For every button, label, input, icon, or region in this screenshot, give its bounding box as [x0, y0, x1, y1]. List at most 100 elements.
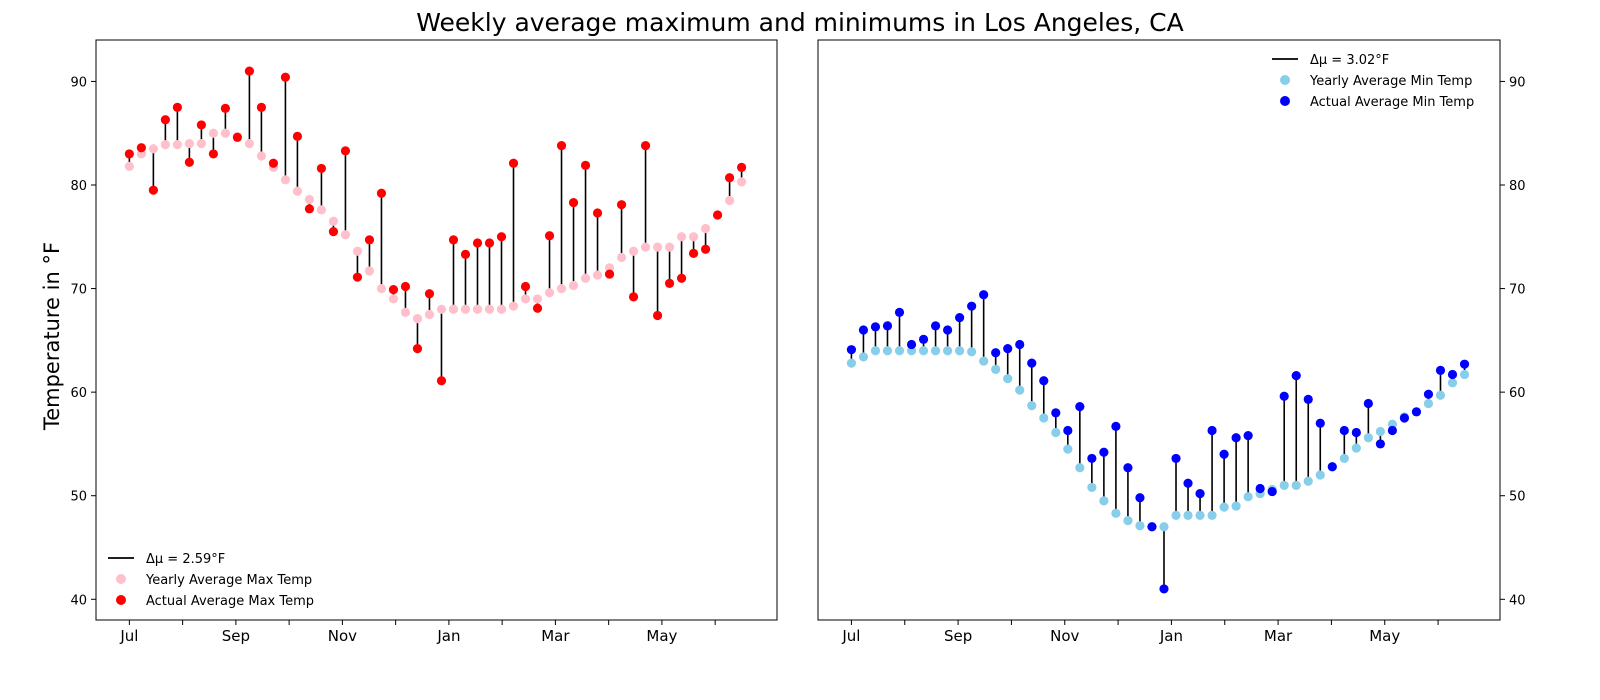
yearly-average-point	[1339, 453, 1349, 464]
y-tick-label: 90	[1509, 75, 1526, 90]
x-tick-label: Mar	[1264, 627, 1293, 645]
actual-average-point	[148, 185, 158, 195]
actual-average-point	[1063, 425, 1073, 436]
legend-marker-swatch	[116, 595, 126, 605]
actual-average-point	[292, 131, 303, 141]
y-tick-label: 50	[1509, 490, 1526, 505]
yearly-average-point	[1111, 508, 1121, 518]
actual-average-point	[244, 66, 255, 76]
actual-average-point	[340, 146, 351, 156]
actual-average-point	[1435, 365, 1446, 375]
plot-frame	[817, 39, 1501, 621]
yearly-average-point	[532, 294, 543, 304]
actual-average-point	[520, 281, 531, 292]
yearly-average-point	[688, 232, 699, 242]
yearly-average-point	[1123, 515, 1133, 526]
actual-average-point	[628, 292, 639, 302]
x-tick-label: Mar	[541, 627, 570, 645]
yearly-average-point	[184, 138, 194, 149]
actual-average-point	[472, 238, 483, 248]
actual-average-point	[1027, 358, 1037, 368]
actual-average-point	[328, 227, 339, 237]
yearly-average-point	[148, 144, 158, 154]
yearly-average-point	[1231, 501, 1241, 511]
actual-average-point	[1075, 402, 1085, 412]
actual-average-point	[580, 160, 591, 170]
actual-average-point	[712, 210, 723, 220]
yearly-average-point	[1051, 427, 1061, 438]
actual-average-point	[556, 141, 567, 151]
yearly-average-point	[967, 347, 977, 357]
x-tick-label: Jul	[119, 627, 138, 645]
yearly-average-point	[352, 246, 363, 256]
actual-average-point	[484, 238, 495, 248]
yearly-average-point	[1351, 443, 1361, 453]
x-tick-label: Jan	[436, 627, 460, 645]
yearly-average-point	[520, 294, 531, 304]
yearly-average-point	[942, 346, 953, 356]
actual-average-point	[1003, 344, 1013, 354]
actual-average-point	[1111, 421, 1121, 431]
yearly-average-point	[1363, 433, 1373, 443]
actual-average-point	[196, 120, 206, 130]
y-tick-label: 80	[70, 179, 87, 194]
actual-average-point	[1459, 359, 1470, 369]
actual-average-point	[1387, 425, 1398, 436]
actual-average-point	[220, 103, 231, 113]
legend-label: Actual Average Max Temp	[146, 594, 314, 609]
actual-average-point	[352, 272, 363, 282]
yearly-average-point	[160, 140, 170, 150]
x-tick-label: Nov	[328, 627, 357, 645]
actual-average-point	[1099, 447, 1109, 457]
yearly-average-point	[124, 161, 134, 171]
actual-average-point	[1039, 376, 1049, 386]
actual-average-point	[232, 132, 243, 142]
yearly-average-point	[918, 346, 929, 356]
yearly-average-point	[448, 304, 459, 314]
yearly-average-point	[1243, 492, 1253, 502]
yearly-average-point	[424, 309, 435, 320]
x-tick-label: Jan	[1159, 627, 1183, 645]
actual-average-point	[1255, 483, 1265, 494]
actual-average-point	[160, 115, 170, 125]
legend-label: Yearly Average Max Temp	[145, 573, 312, 588]
x-tick-label: Jul	[841, 627, 860, 645]
yearly-average-point	[436, 304, 447, 314]
actual-average-point	[124, 149, 134, 159]
actual-average-point	[1051, 408, 1061, 418]
yearly-average-point	[1375, 426, 1385, 437]
yearly-average-point	[556, 283, 567, 294]
actual-average-point	[448, 235, 459, 245]
yearly-average-point	[1171, 510, 1181, 520]
actual-average-point	[184, 157, 194, 167]
actual-average-point	[1231, 433, 1241, 443]
x-tick-label: Nov	[1050, 627, 1079, 645]
actual-average-point	[676, 273, 687, 283]
actual-average-point	[955, 312, 965, 323]
actual-average-point	[1375, 439, 1385, 449]
yearly-average-point	[652, 242, 663, 252]
actual-average-point	[1363, 398, 1373, 409]
actual-average-point	[640, 141, 651, 151]
actual-average-point	[208, 149, 218, 159]
actual-average-point	[1219, 449, 1229, 459]
yearly-average-point	[882, 346, 893, 356]
actual-average-point	[1423, 389, 1434, 399]
legend-label: Δμ = 3.02°F	[1310, 53, 1389, 68]
actual-average-point	[930, 321, 941, 331]
actual-average-point	[882, 321, 893, 331]
yearly-average-point	[1435, 390, 1446, 400]
yearly-average-point	[1219, 502, 1229, 512]
actual-average-point	[1015, 339, 1025, 350]
actual-average-point	[1123, 463, 1133, 473]
actual-average-point	[846, 345, 857, 355]
x-tick-label: Sep	[944, 627, 972, 645]
yearly-average-point	[1291, 480, 1301, 490]
yearly-average-point	[1087, 482, 1097, 493]
actual-average-point	[604, 269, 615, 279]
yearly-average-point	[544, 288, 555, 298]
yearly-average-point	[400, 307, 411, 317]
actual-average-point	[918, 334, 929, 344]
actual-average-point	[616, 200, 627, 210]
